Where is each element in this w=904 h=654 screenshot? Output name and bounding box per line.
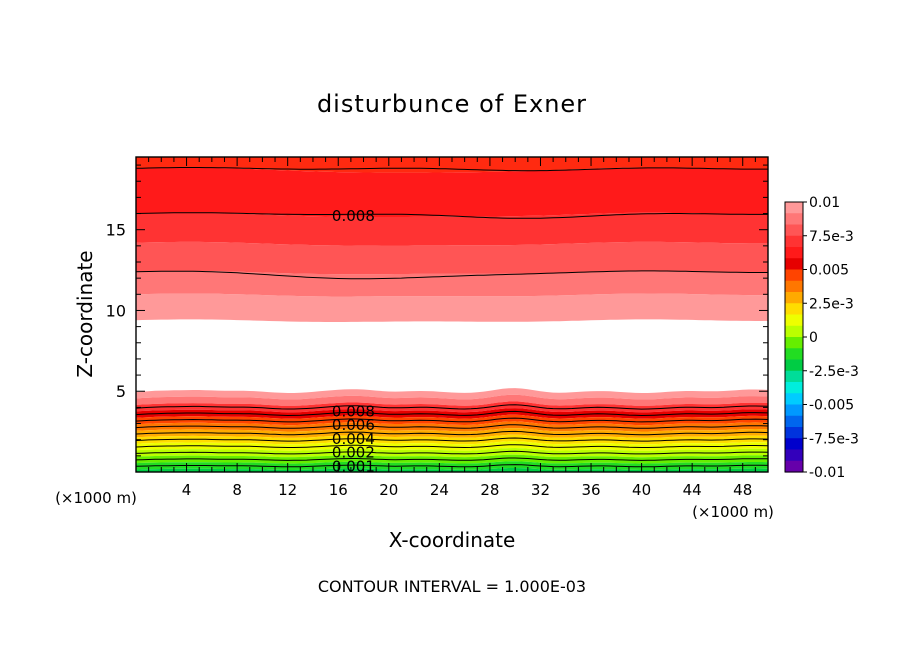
x-tick-label: 28 bbox=[480, 481, 499, 499]
colorbar-tick-label: 0.005 bbox=[809, 263, 849, 279]
contour-label: 0.004 bbox=[332, 430, 375, 448]
upper-fill-band bbox=[136, 270, 768, 297]
colorbar-swatch bbox=[785, 213, 803, 226]
lower-fill-band bbox=[136, 408, 768, 419]
y-unit-label: (×1000 m) bbox=[55, 489, 137, 507]
contour-lines bbox=[136, 167, 768, 468]
contour-label: 0.008 bbox=[332, 402, 375, 420]
colorbar-swatch bbox=[785, 370, 803, 383]
colorbar-swatch bbox=[785, 382, 803, 394]
colorbar-swatch bbox=[785, 348, 803, 361]
colorbar-swatch bbox=[785, 427, 803, 439]
colorbar-swatch bbox=[785, 269, 803, 282]
lower-contour-line bbox=[136, 444, 768, 449]
x-tick-label: 32 bbox=[531, 481, 550, 499]
colorbar-swatch bbox=[785, 224, 803, 237]
lower-contour-line bbox=[136, 450, 768, 455]
upper-contour-line bbox=[136, 270, 768, 280]
colorbar-tick-label: -0.005 bbox=[809, 398, 854, 414]
contour-label: 0.001 bbox=[332, 457, 375, 475]
contour-label: 0.002 bbox=[332, 444, 375, 462]
colorbar-swatch bbox=[785, 292, 803, 304]
x-tick-label: 20 bbox=[379, 481, 398, 499]
lower-contour-line bbox=[136, 424, 768, 429]
upper-fill-band bbox=[136, 167, 768, 217]
lower-fill-band bbox=[136, 388, 768, 400]
colorbar-swatch bbox=[785, 393, 803, 406]
lower-fill-band bbox=[136, 428, 768, 438]
lower-contour-line bbox=[136, 430, 768, 436]
lower-fill-band bbox=[136, 401, 768, 413]
lower-fill-band bbox=[136, 434, 768, 445]
colorbar: 0.01 7.5e-3 0.005 2.5e-3 0 -2.5e-3 -0.005 -7.5e… bbox=[784, 195, 859, 481]
contour-label: 0.006 bbox=[332, 416, 375, 434]
colorbar-swatch bbox=[785, 202, 803, 214]
x-tick-label: 16 bbox=[329, 481, 348, 499]
lower-fill-band bbox=[136, 454, 768, 464]
colorbar-swatch bbox=[785, 438, 803, 451]
colorbar-swatch bbox=[785, 235, 803, 248]
upper-fill-band bbox=[136, 293, 768, 322]
lower-contour-line bbox=[136, 410, 768, 417]
colorbar-swatch bbox=[785, 460, 803, 473]
lower-contour-line bbox=[136, 417, 768, 423]
colorbar-tick-label: 2.5e-3 bbox=[809, 296, 854, 312]
contour-label: 0.008 bbox=[332, 207, 375, 225]
colorbar-swatch bbox=[785, 359, 803, 372]
y-tick-label: 5 bbox=[116, 382, 126, 401]
contour-fill-bands bbox=[136, 157, 768, 472]
x-tick-label: 44 bbox=[683, 481, 702, 499]
colorbar-swatch bbox=[785, 449, 803, 462]
colorbar-tick-label: -2.5e-3 bbox=[809, 364, 859, 380]
contour-interval-note: CONTOUR INTERVAL = 1.000E-03 bbox=[318, 577, 586, 596]
lower-fill-band bbox=[136, 421, 768, 432]
lower-fill-band bbox=[136, 461, 768, 470]
x-axis-label: X-coordinate bbox=[389, 528, 516, 552]
lower-fill-band bbox=[136, 441, 768, 451]
chart-title: disturbunce of Exner bbox=[317, 90, 587, 118]
x-axis-ticks: 4 8 12 16 20 24 28 32 36 40 44 48 bbox=[148, 157, 756, 499]
colorbar-swatch bbox=[785, 337, 803, 349]
upper-contour-line bbox=[136, 167, 768, 172]
y-axis-label: Z-coordinate bbox=[73, 250, 97, 377]
lower-fill-band bbox=[136, 448, 768, 458]
upper-contour-line bbox=[136, 212, 768, 219]
x-tick-label: 36 bbox=[581, 481, 600, 499]
lower-contour-line bbox=[136, 464, 768, 468]
y-axis-ticks: 5 10 15 bbox=[106, 164, 768, 457]
x-tick-label: 8 bbox=[232, 481, 242, 499]
colorbar-swatch bbox=[785, 415, 803, 428]
lower-fill-band bbox=[136, 414, 768, 426]
colorbar-tick-label: -7.5e-3 bbox=[809, 431, 859, 447]
y-tick-label: 10 bbox=[106, 301, 126, 320]
colorbar-swatch bbox=[785, 258, 803, 271]
colorbar-swatch bbox=[785, 404, 803, 417]
lower-contour-line bbox=[136, 457, 768, 461]
upper-fill-band bbox=[136, 212, 768, 246]
colorbar-swatch bbox=[785, 325, 803, 338]
colorbar-swatch bbox=[785, 247, 803, 259]
x-tick-label: 48 bbox=[733, 481, 752, 499]
x-tick-label: 4 bbox=[182, 481, 192, 499]
lower-contour-line bbox=[136, 404, 768, 410]
colorbar-tick-label: 0 bbox=[809, 330, 818, 346]
colorbar-swatch bbox=[785, 280, 803, 293]
x-tick-label: 12 bbox=[278, 481, 297, 499]
colorbar-tick-label: -0.01 bbox=[809, 465, 845, 481]
x-unit-label: (×1000 m) bbox=[692, 503, 774, 521]
y-tick-label: 15 bbox=[106, 221, 126, 240]
colorbar-tick-label: 0.01 bbox=[809, 195, 840, 211]
x-tick-label: 24 bbox=[430, 481, 449, 499]
lower-contour-line bbox=[136, 437, 768, 442]
upper-fill-band bbox=[136, 241, 768, 275]
colorbar-swatch bbox=[785, 314, 803, 327]
colorbar-tick-label: 7.5e-3 bbox=[809, 229, 854, 245]
lower-fill-band bbox=[136, 394, 768, 406]
colorbar-swatch bbox=[785, 303, 803, 316]
x-tick-label: 40 bbox=[632, 481, 651, 499]
